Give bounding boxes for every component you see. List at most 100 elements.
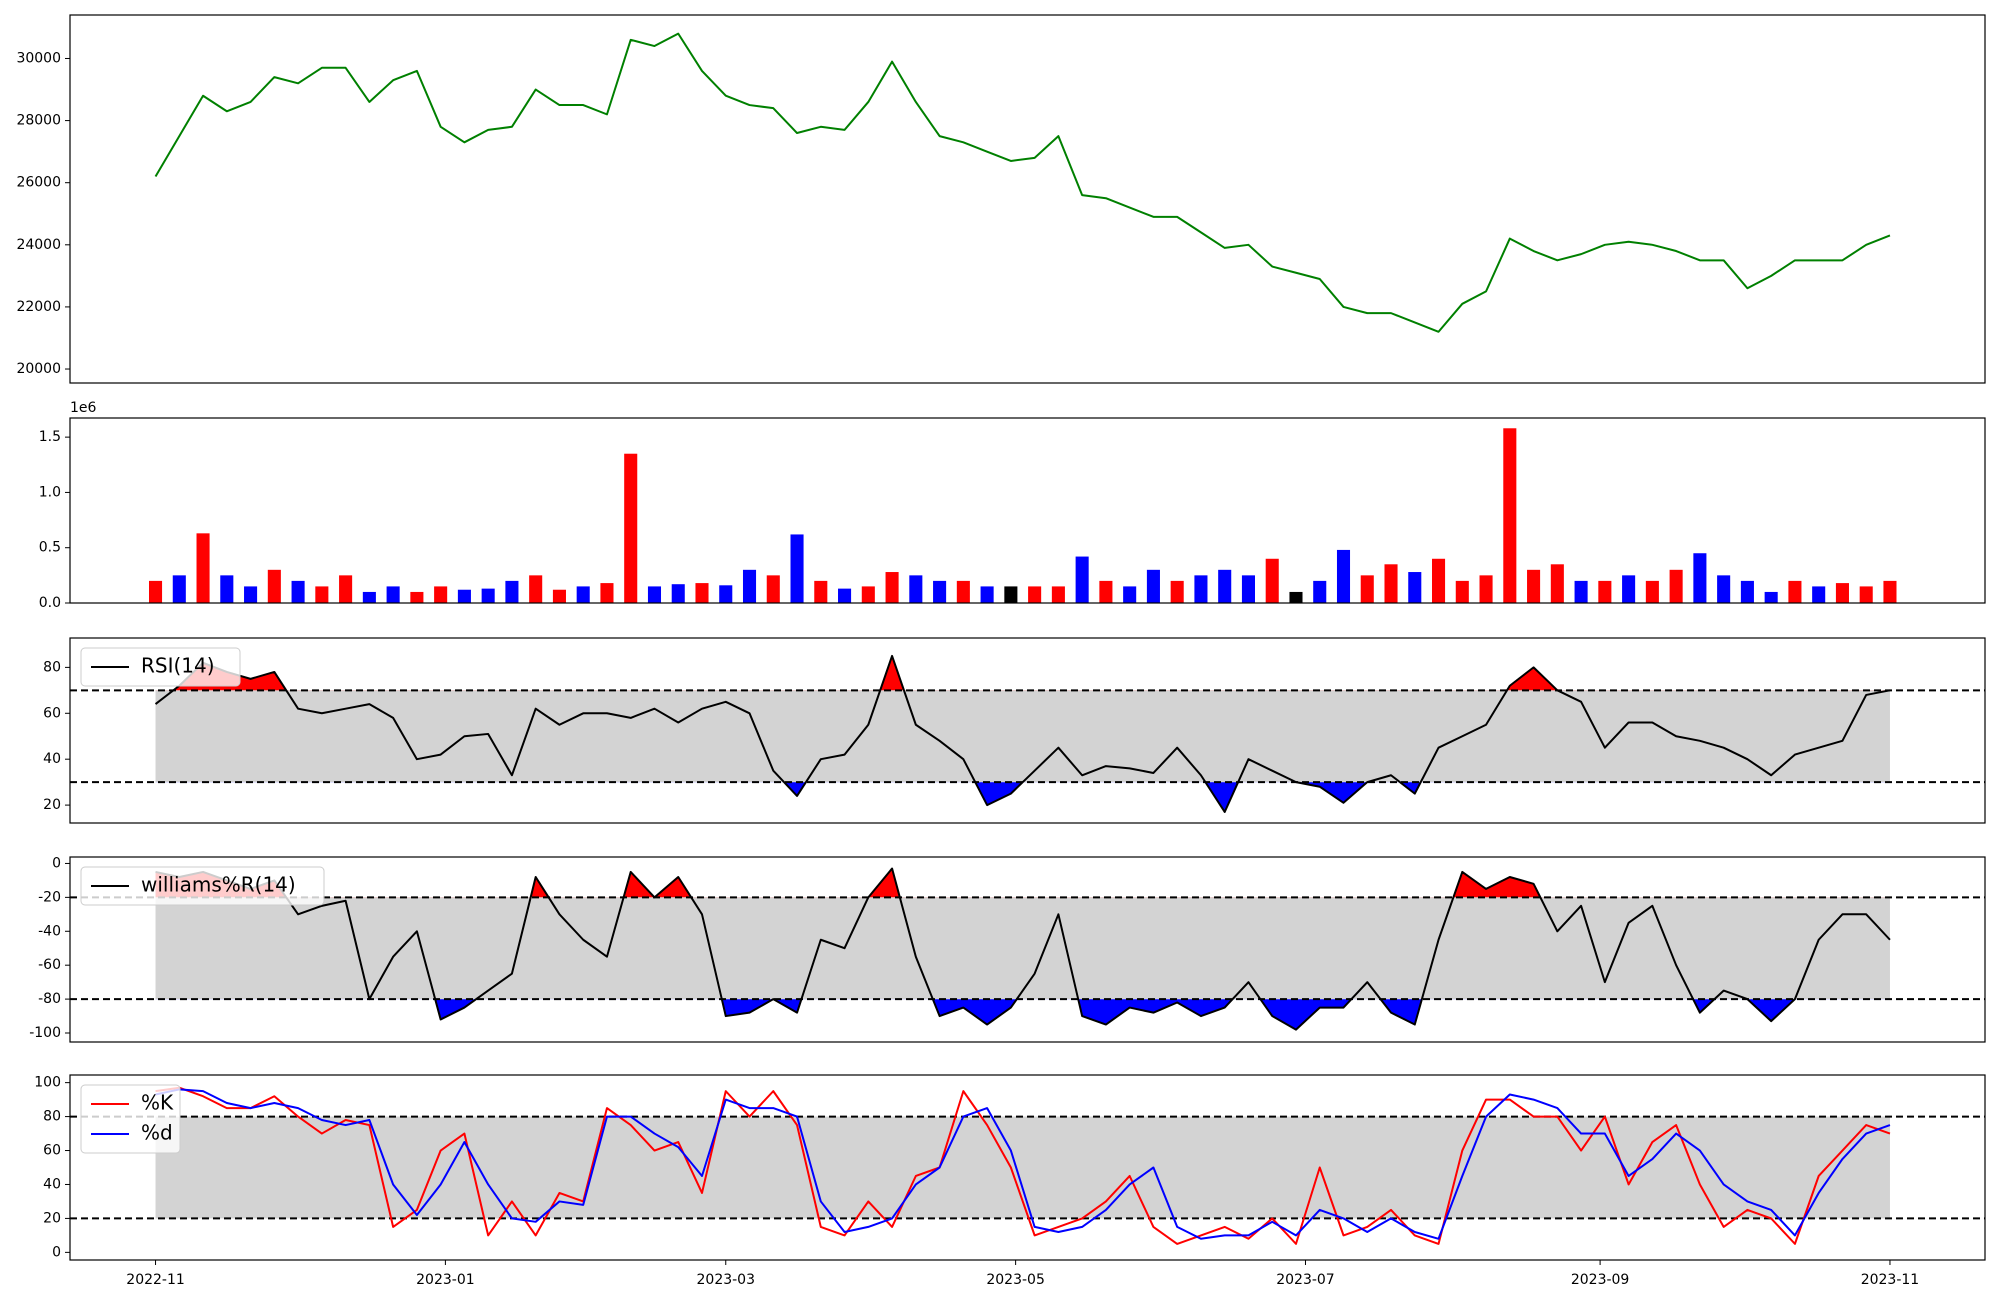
volume-bar [1788, 580, 1802, 603]
volume-bar [196, 533, 210, 603]
volume-bar [1218, 569, 1232, 603]
volume-bar [1479, 575, 1493, 603]
volume-bar [1051, 586, 1065, 603]
legend-box [80, 647, 241, 687]
volume-bar [1336, 549, 1351, 603]
volume-bar [766, 575, 780, 603]
y-tick-label: 80 [43, 1109, 61, 1125]
volume-bar [885, 572, 899, 603]
x-tick-label: 2023-09 [1571, 1272, 1630, 1288]
volume-bar [457, 589, 471, 603]
volume-bar [1384, 564, 1398, 603]
volume-bar [1408, 572, 1422, 603]
x-tick-label: 2023-11 [1861, 1272, 1920, 1288]
threshold-band [155, 690, 1890, 783]
volume-bar [671, 584, 685, 603]
y-tick-label: 1.0 [39, 484, 61, 500]
volume-bar [1455, 580, 1469, 603]
volume-bar [980, 586, 994, 603]
y-tick-label: -80 [38, 991, 61, 1007]
x-tick-label: 2023-07 [1276, 1272, 1335, 1288]
volume-bar [220, 575, 234, 603]
volume-bar [1432, 558, 1446, 603]
volume-bar [1099, 580, 1113, 603]
volume-bar [410, 591, 424, 603]
axes-frame [69, 856, 1986, 1043]
volume-bar [1170, 580, 1184, 603]
y-tick-label: 26000 [16, 175, 61, 191]
volume-bar [1146, 569, 1160, 603]
series-line [155, 867, 1891, 1031]
volume-bar [1194, 575, 1208, 603]
volume-bar [814, 580, 828, 603]
volume-bar [505, 580, 519, 603]
volume-bar [909, 575, 923, 603]
axes-frame [69, 417, 1986, 604]
volume-bar [1622, 575, 1636, 603]
axes-frame [69, 1074, 1986, 1261]
volume-bar [1265, 558, 1279, 603]
y-tick-label: -60 [38, 957, 61, 973]
y-tick-label: 40 [43, 1176, 61, 1192]
y-tick-label: 22000 [16, 299, 61, 315]
y-tick-label: 60 [43, 1143, 61, 1159]
volume-bar [1527, 569, 1541, 603]
volume-bar [647, 586, 662, 603]
volume-bar [291, 580, 305, 603]
volume-bar [1812, 586, 1826, 603]
y-tick-label: 20 [43, 797, 61, 813]
volume-bar [481, 588, 495, 603]
volume-bar [1835, 583, 1849, 603]
volume-bar [434, 586, 448, 603]
y-tick-label: 1.5 [39, 429, 61, 445]
volume-bar [1503, 428, 1517, 603]
volume-bar [956, 580, 970, 603]
volume-bar [1550, 564, 1564, 603]
volume-bar [933, 580, 947, 603]
y-tick-label: 0 [52, 1244, 61, 1260]
threshold-band [155, 897, 1890, 1000]
y-tick-label: 100 [34, 1075, 61, 1091]
volume-bar [1693, 553, 1707, 603]
volume-bar [1883, 580, 1897, 603]
volume-bar [1574, 580, 1588, 603]
volume-bar [1645, 580, 1659, 603]
volume-bar [1241, 575, 1255, 603]
legend-box [80, 1084, 181, 1154]
volume-bar [1740, 580, 1754, 603]
volume-bar [1859, 586, 1873, 603]
volume-bar [1289, 591, 1303, 603]
volume-bar [624, 453, 638, 603]
volume-bar [1028, 586, 1042, 603]
volume-bar [1717, 575, 1731, 603]
volume-bar [1123, 586, 1137, 603]
volume-bar [172, 575, 186, 603]
y-tick-label: 0.0 [39, 595, 61, 611]
volume-bar [552, 589, 566, 603]
y-tick-label: 60 [43, 705, 61, 721]
y-tick-label: 20000 [16, 361, 61, 377]
y-tick-label: -100 [29, 1025, 61, 1041]
volume-bar [790, 534, 804, 603]
volume-bar [1004, 586, 1018, 603]
y-tick-label: 28000 [16, 113, 61, 129]
volume-bar [719, 585, 733, 603]
axes-frame [69, 637, 1986, 824]
volume-bar [742, 569, 757, 603]
volume-bar [362, 591, 376, 603]
x-tick-label: 2022-11 [126, 1272, 185, 1288]
axes-frame [69, 14, 1986, 384]
y-tick-label: 0 [52, 855, 61, 871]
offset-label: 1e6 [70, 400, 97, 416]
volume-bar [838, 588, 852, 603]
legend-label: RSI(14) [141, 654, 215, 678]
y-tick-label: 30000 [16, 50, 61, 66]
volume-bar [244, 586, 258, 603]
volume-bar [576, 586, 590, 603]
legend-label: williams%R(14) [141, 873, 296, 897]
y-tick-label: 24000 [16, 237, 61, 253]
volume-bar [148, 580, 163, 603]
volume-bar [861, 586, 875, 603]
